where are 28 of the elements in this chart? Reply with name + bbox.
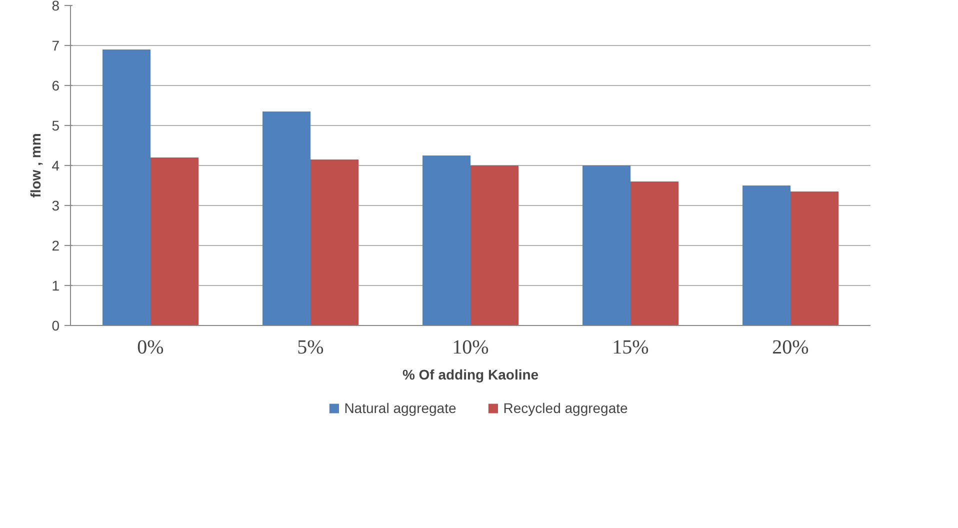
y-tick-label: 0 bbox=[52, 318, 60, 334]
x-tick-label: 5% bbox=[297, 336, 324, 358]
bar bbox=[102, 50, 150, 326]
y-axis-title: flow , mm bbox=[28, 133, 44, 198]
y-tick-label: 2 bbox=[52, 238, 60, 254]
x-tick-label: 20% bbox=[772, 336, 809, 358]
bar bbox=[470, 166, 518, 326]
x-tick-label: 15% bbox=[612, 336, 649, 358]
y-tick-label: 5 bbox=[52, 118, 60, 134]
legend-label: Recycled aggregate bbox=[503, 400, 628, 416]
y-tick-label: 8 bbox=[52, 0, 60, 14]
bar bbox=[150, 158, 198, 326]
y-tick-label: 7 bbox=[52, 38, 60, 54]
bar bbox=[630, 182, 678, 326]
bar bbox=[262, 112, 310, 326]
y-tick-label: 1 bbox=[52, 278, 60, 294]
x-tick-label: 10% bbox=[452, 336, 489, 358]
y-tick-label: 4 bbox=[52, 158, 60, 174]
y-tick-label: 6 bbox=[52, 78, 60, 94]
x-tick-label: 0% bbox=[137, 336, 164, 358]
x-axis-title: % Of adding Kaoline bbox=[402, 366, 539, 382]
y-tick-label: 3 bbox=[52, 198, 60, 214]
legend-label: Natural aggregate bbox=[344, 400, 456, 416]
bar bbox=[742, 186, 790, 326]
bar bbox=[582, 166, 630, 326]
bar bbox=[422, 156, 470, 326]
bar bbox=[790, 192, 838, 326]
bar bbox=[310, 160, 358, 326]
